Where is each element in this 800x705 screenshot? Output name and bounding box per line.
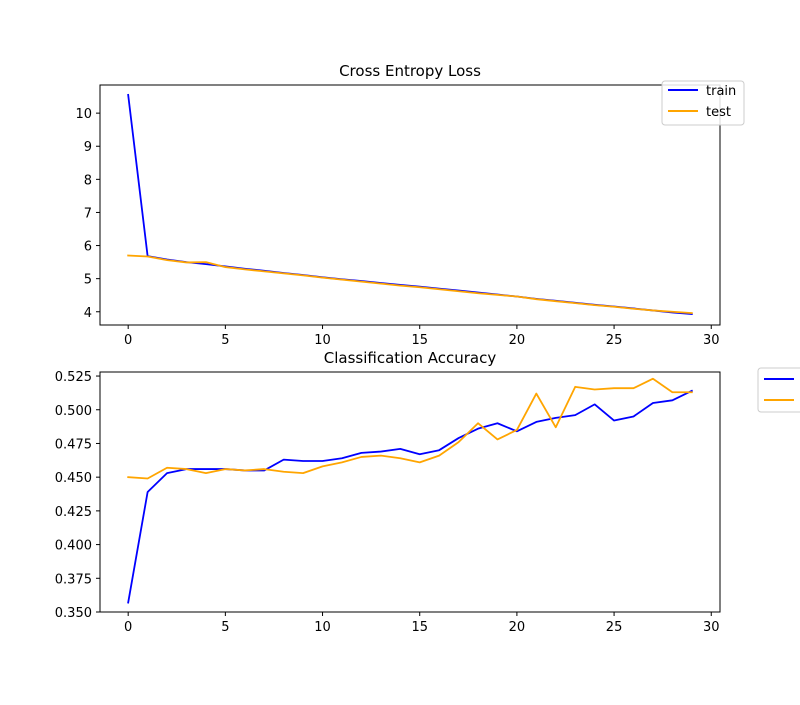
- accuracy-series-test-line: [127, 377, 693, 480]
- accuracy-x-tick-label: 25: [606, 620, 623, 635]
- loss-legend-test-label: test: [706, 105, 731, 120]
- loss-y-tick-label: 6: [84, 240, 92, 255]
- loss-x-tick-label: 30: [703, 333, 720, 348]
- accuracy-x-tick-label: 20: [509, 620, 526, 635]
- accuracy-legend: [757, 367, 800, 413]
- accuracy-subplot: Classification Accuracy 0 5 10 15 20 25 30 0.35…: [55, 349, 800, 635]
- loss-x-tick-label: 20: [509, 333, 526, 348]
- accuracy-axes: 0 5 10 15 20 25 30 0.350 0.375 0.400 0.425 0.450 0.4…: [55, 370, 720, 635]
- accuracy-y-tick-label: 0.425: [55, 505, 92, 520]
- loss-legend-train-label: train: [706, 84, 736, 99]
- loss-x-tick-label: 0: [124, 333, 132, 348]
- loss-legend-box: [661, 80, 745, 126]
- loss-axes: 0 5 10 15 20 25 30 4 5 6 7 8 9 10: [75, 107, 719, 348]
- accuracy-series-lines: [127, 377, 694, 604]
- accuracy-x-tick-label: 30: [703, 620, 720, 635]
- accuracy-x-tick-label: 5: [221, 620, 229, 635]
- accuracy-x-tick-label: 0: [124, 620, 132, 635]
- loss-y-tick-label: 9: [84, 140, 92, 155]
- loss-chart-title: Cross Entropy Loss: [339, 62, 481, 80]
- accuracy-y-tick-label: 0.450: [55, 471, 92, 486]
- accuracy-x-tick-label: 10: [314, 620, 331, 635]
- loss-y-tick-label: 5: [84, 273, 92, 288]
- loss-x-tick-label: 5: [221, 333, 229, 348]
- loss-x-tick-label: 10: [314, 333, 331, 348]
- loss-x-tick-label: 25: [606, 333, 623, 348]
- accuracy-y-tick-label: 0.475: [55, 437, 92, 452]
- accuracy-axes-frame: [99, 371, 721, 613]
- accuracy-y-tick-label: 0.350: [55, 606, 92, 621]
- loss-axes-frame: [99, 84, 721, 326]
- accuracy-x-tick-label: 15: [411, 620, 428, 635]
- loss-y-tick-label: 4: [84, 306, 92, 321]
- loss-legend: train test: [661, 80, 745, 126]
- loss-series-test-line: [127, 254, 693, 315]
- loss-y-tick-label: 7: [84, 206, 92, 221]
- accuracy-y-tick-label: 0.400: [55, 539, 92, 554]
- accuracy-y-tick-label: 0.375: [55, 572, 92, 587]
- loss-y-tick-label: 8: [84, 173, 92, 188]
- loss-subplot: Cross Entropy Loss 0 5 10 15 20 25 3045678910 …: [75, 62, 745, 348]
- loss-series-lines: [127, 93, 693, 316]
- accuracy-y-tick-label: 0.525: [55, 370, 92, 385]
- accuracy-legend-box: [757, 367, 800, 413]
- loss-y-tick-label: 10: [75, 107, 92, 122]
- accuracy-chart-title: Classification Accuracy: [324, 349, 497, 367]
- loss-x-tick-label: 15: [411, 333, 428, 348]
- accuracy-y-tick-label: 0.500: [55, 404, 92, 419]
